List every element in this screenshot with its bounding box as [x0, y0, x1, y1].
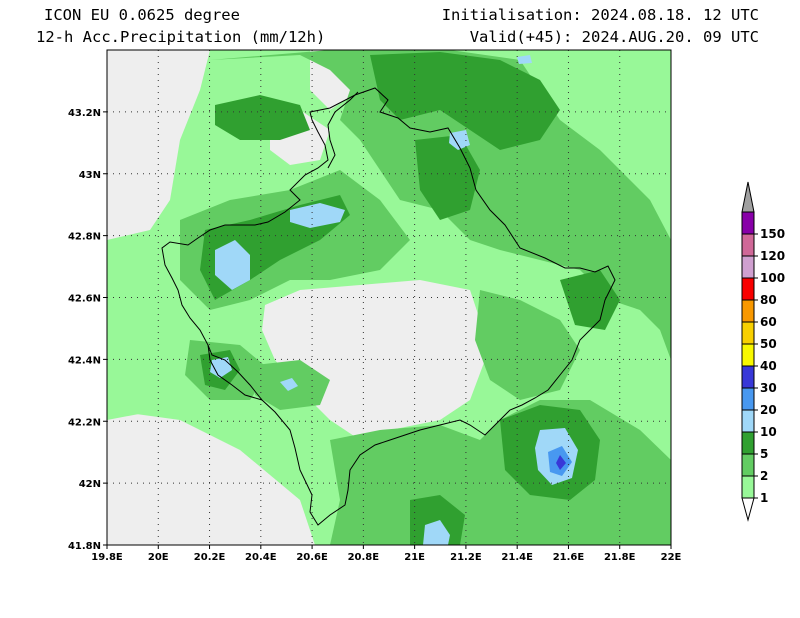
lon-tick-label: 21.4E — [501, 552, 533, 563]
colorbar-swatch — [741, 343, 755, 367]
lat-tick-label: 43N — [79, 170, 101, 181]
lat-axis-labels: 41.8N 42N 42.2N 42.4N 42.6N 42.8N 43N 43.2N — [68, 108, 101, 552]
precip-area-40mm — [556, 455, 566, 470]
lon-axis-labels: 19.8E 20E 20.2E 20.4E 20.6E 20.8E 21E 21.2E 21.4… — [91, 552, 681, 563]
colorbar-swatch — [741, 431, 755, 455]
lon-tick-label: 20.4E — [245, 552, 277, 563]
colorbar-bottom-arrow — [741, 497, 755, 522]
colorbar-label: 100 — [760, 271, 785, 285]
lon-tick-label: 21.2E — [450, 552, 482, 563]
colorbar-swatch — [741, 409, 755, 433]
border-line — [207, 344, 263, 401]
precip-area-20mm — [423, 520, 450, 545]
lat-tick-label: 42.6N — [68, 294, 101, 305]
precip-area-dark — [410, 495, 465, 545]
precip-area-dark — [370, 52, 560, 150]
lat-tick-label: 41.8N — [68, 541, 101, 552]
precip-area-20mm — [290, 203, 345, 228]
colorbar-label: 20 — [760, 403, 777, 417]
lon-tick-label: 20.6E — [296, 552, 328, 563]
colorbar-top-arrow — [741, 181, 755, 213]
border-line — [161, 87, 616, 526]
colorbar-label: 50 — [760, 337, 777, 351]
lat-tick-label: 42.4N — [68, 355, 101, 366]
model-title: ICON EU 0.0625 degree — [44, 6, 240, 24]
precip-area-dark — [560, 270, 620, 330]
colorbar-label: 10 — [760, 425, 777, 439]
lat-tick-label: 42N — [79, 479, 101, 490]
valid-time: Valid(+45): 2024.AUG.20. 09 UTC — [469, 28, 759, 46]
precip-area-20mm — [517, 55, 532, 64]
map-panel[interactable]: 19.8E 20E 20.2E 20.4E 20.6E 20.8E 21E 21.2E 21.4… — [68, 49, 682, 563]
lat-tick-label: 42.2N — [68, 417, 101, 428]
colorbar: 1 2 5 10 20 30 40 50 60 80 100 120 150 — [741, 181, 785, 522]
colorbar-swatch-top — [741, 211, 755, 235]
colorbar-label: 120 — [760, 249, 785, 263]
colorbar-label: 2 — [760, 469, 768, 483]
axis-ticks — [103, 111, 672, 549]
colorbar-swatch — [741, 233, 755, 257]
colorbar-swatch — [741, 255, 755, 279]
precip-dry-area — [107, 50, 210, 240]
colorbar-label: 40 — [760, 359, 777, 373]
init-time: Initialisation: 2024.08.18. 12 UTC — [441, 6, 759, 24]
colorbar-label: 150 — [760, 227, 785, 241]
colorbar-label: 5 — [760, 447, 768, 461]
precip-area-medium — [475, 290, 580, 400]
colorbar-label: 1 — [760, 491, 768, 505]
lon-tick-label: 21.6E — [553, 552, 585, 563]
lon-tick-label: 20.2E — [194, 552, 226, 563]
precip-dry-area — [107, 440, 300, 545]
colorbar-label: 80 — [760, 293, 777, 307]
lat-tick-label: 43.2N — [68, 108, 101, 119]
country-borders — [161, 87, 616, 526]
lon-tick-label: 20.8E — [348, 552, 380, 563]
lat-tick-label: 42.8N — [68, 232, 101, 243]
lon-tick-label: 21E — [404, 552, 425, 563]
precip-area-dark — [215, 95, 310, 140]
precipitation-field — [107, 50, 671, 545]
colorbar-swatch — [741, 277, 755, 301]
lon-tick-label: 20E — [148, 552, 169, 563]
precip-area-20mm — [449, 130, 470, 150]
colorbar-swatch — [741, 453, 755, 477]
colorbar-swatch — [741, 299, 755, 323]
colorbar-label: 60 — [760, 315, 777, 329]
lon-tick-label: 19.8E — [91, 552, 123, 563]
precip-area-20mm — [215, 240, 250, 290]
map-graticule — [107, 50, 671, 545]
colorbar-swatch — [741, 321, 755, 345]
colorbar-swatch — [741, 475, 755, 499]
colorbar-swatch — [741, 365, 755, 389]
lon-tick-label: 21.8E — [604, 552, 636, 563]
lon-tick-label: 22E — [661, 552, 682, 563]
colorbar-swatch — [741, 387, 755, 411]
colorbar-label: 30 — [760, 381, 777, 395]
precip-area-20mm — [280, 378, 298, 391]
precip-area-20mm — [210, 357, 232, 378]
border-line — [327, 91, 359, 169]
field-title: 12-h Acc.Precipitation (mm/12h) — [36, 28, 326, 46]
